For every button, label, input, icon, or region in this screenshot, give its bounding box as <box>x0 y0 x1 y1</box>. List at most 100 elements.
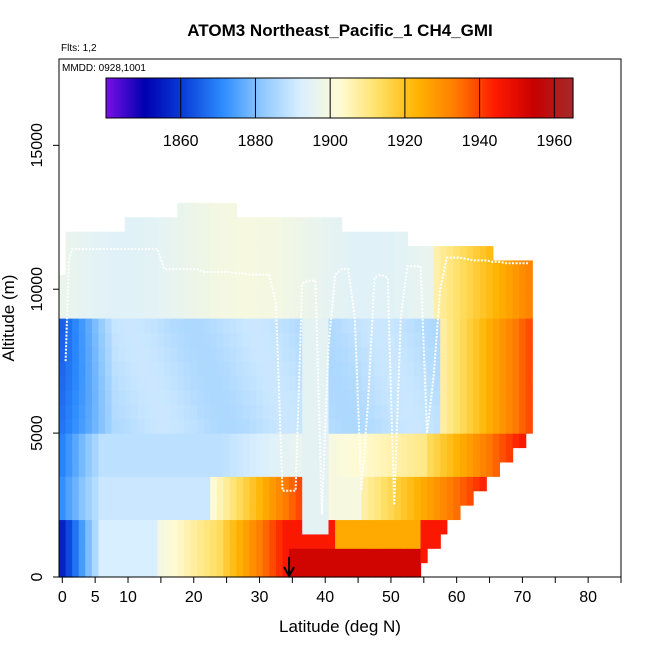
heatmap-cell <box>407 563 414 578</box>
heatmap-cell <box>322 232 329 247</box>
heatmap-cell <box>467 433 474 448</box>
heatmap-cell <box>381 548 388 563</box>
heatmap-cell <box>375 505 382 520</box>
heatmap-cell <box>342 376 349 391</box>
heatmap-cell <box>243 246 250 261</box>
heatmap-cell <box>302 246 309 261</box>
heatmap-cell <box>230 304 237 319</box>
heatmap-cell <box>276 275 283 290</box>
heatmap-cell <box>79 232 86 247</box>
heatmap-cell <box>223 217 230 232</box>
heatmap-cell <box>440 289 447 304</box>
heatmap-cell <box>407 419 414 434</box>
heatmap-cell <box>335 361 342 376</box>
heatmap-cell <box>118 361 125 376</box>
heatmap-cell <box>434 476 441 491</box>
heatmap-cell <box>282 376 289 391</box>
heatmap-cell <box>118 260 125 275</box>
heatmap-cell <box>263 404 270 419</box>
heatmap-cell <box>217 289 224 304</box>
heatmap-cell <box>269 519 276 534</box>
heatmap-cell <box>118 390 125 405</box>
heatmap-cell <box>302 505 309 520</box>
heatmap-cell <box>256 232 263 247</box>
heatmap-cell <box>329 390 336 405</box>
heatmap-cell <box>217 548 224 563</box>
heatmap-cell <box>309 318 316 333</box>
heatmap-cell <box>85 534 92 549</box>
heatmap-cell <box>342 534 349 549</box>
heatmap-cell <box>361 491 368 506</box>
heatmap-cell <box>486 404 493 419</box>
heatmap-cell <box>342 548 349 563</box>
heatmap-cell <box>414 404 421 419</box>
colorbar-tick-label: 1900 <box>312 133 348 150</box>
heatmap-cell <box>184 318 191 333</box>
heatmap-cell <box>243 404 250 419</box>
heatmap-cell <box>315 563 322 578</box>
heatmap-cell <box>59 534 66 549</box>
heatmap-cell <box>112 260 119 275</box>
heatmap-cell <box>467 448 474 463</box>
heatmap-cell <box>375 548 382 563</box>
heatmap-cell <box>151 318 158 333</box>
heatmap-cell <box>526 390 533 405</box>
heatmap-cell <box>79 548 86 563</box>
heatmap-cell <box>184 289 191 304</box>
heatmap-cell <box>131 304 138 319</box>
heatmap-cell <box>375 563 382 578</box>
heatmap-cell <box>342 404 349 419</box>
heatmap-cell <box>250 361 257 376</box>
heatmap-cell <box>151 347 158 362</box>
heatmap-cell <box>348 548 355 563</box>
heatmap-cell <box>434 433 441 448</box>
heatmap-cell <box>217 390 224 405</box>
heatmap-cell <box>118 519 125 534</box>
heatmap-cell <box>519 318 526 333</box>
heatmap-cell <box>59 519 66 534</box>
heatmap-cell <box>401 548 408 563</box>
heatmap-cell <box>263 289 270 304</box>
heatmap-cell <box>282 433 289 448</box>
heatmap-cell <box>375 462 382 477</box>
heatmap-cell <box>401 332 408 347</box>
heatmap-cell <box>256 534 263 549</box>
heatmap-cell <box>394 519 401 534</box>
heatmap-cell <box>131 505 138 520</box>
heatmap-cell <box>223 232 230 247</box>
heatmap-cell <box>112 462 119 477</box>
heatmap-cell <box>112 289 119 304</box>
heatmap-cell <box>217 203 224 218</box>
heatmap-cell <box>171 318 178 333</box>
heatmap-cell <box>177 260 184 275</box>
heatmap-cell <box>236 275 243 290</box>
heatmap-cell <box>335 462 342 477</box>
heatmap-cell <box>236 462 243 477</box>
heatmap-cell <box>480 304 487 319</box>
heatmap-cell <box>348 246 355 261</box>
heatmap-cell <box>289 232 296 247</box>
heatmap-cell <box>164 505 171 520</box>
heatmap-cell <box>315 232 322 247</box>
heatmap-cell <box>480 448 487 463</box>
heatmap-cell <box>473 289 480 304</box>
heatmap-cell <box>92 318 99 333</box>
heatmap-cell <box>197 361 204 376</box>
heatmap-cell <box>92 476 99 491</box>
heatmap-cell <box>263 347 270 362</box>
heatmap-cell <box>190 462 197 477</box>
heatmap-cell <box>269 347 276 362</box>
heatmap-cell <box>112 419 119 434</box>
heatmap-cell <box>177 304 184 319</box>
heatmap-cell <box>131 260 138 275</box>
heatmap-cell <box>322 448 329 463</box>
heatmap-cell <box>342 462 349 477</box>
heatmap-cell <box>263 462 270 477</box>
heatmap-cell <box>250 433 257 448</box>
heatmap-cell <box>210 318 217 333</box>
heatmap-cell <box>421 505 428 520</box>
heatmap-cell <box>526 304 533 319</box>
heatmap-cell <box>335 318 342 333</box>
heatmap-cell <box>243 217 250 232</box>
heatmap-cell <box>401 318 408 333</box>
